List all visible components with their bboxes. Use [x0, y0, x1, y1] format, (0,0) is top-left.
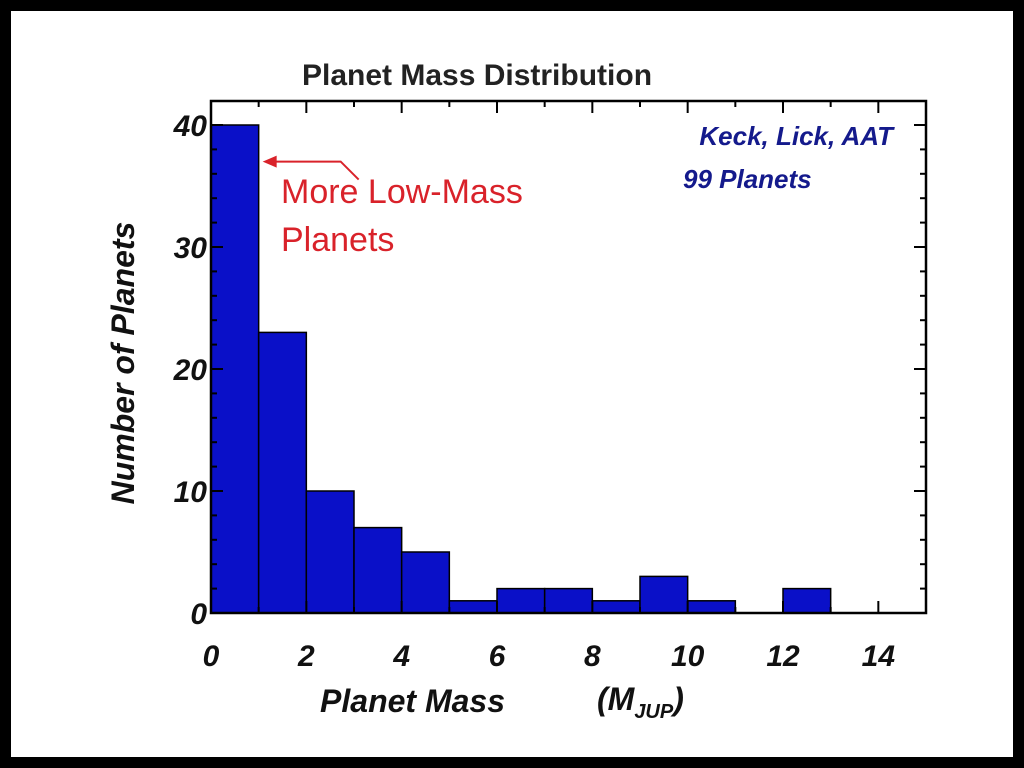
tick-labels-group: 0 2 4 6 8 10 12 14 0 10 20 30 40 [173, 110, 896, 673]
histogram-bar [257, 331, 308, 614]
legend-planet-count: 99 Planets [683, 164, 812, 194]
y-axis-label: Number of Planets [105, 222, 141, 505]
histogram-bar [496, 587, 546, 614]
slide: Planet Mass Distribution 0 2 4 6 8 10 12 14 0 10 2… [11, 11, 1013, 757]
x-tick-label: 0 [203, 640, 220, 673]
histogram-bar [782, 587, 832, 614]
histogram-bar [591, 600, 641, 614]
x-axis-label: Planet Mass [320, 683, 505, 719]
histogram-bar [686, 600, 737, 614]
y-tick-label: 0 [190, 598, 207, 631]
x-tick-label: 6 [489, 640, 506, 673]
x-axis-unit-subscript: JUP [634, 701, 674, 723]
annotation-line2: Planets [281, 221, 394, 259]
x-tick-label: 4 [392, 640, 410, 673]
x-tick-label: 2 [297, 640, 315, 673]
x-tick-label: 14 [862, 640, 896, 673]
x-axis-unit: (MJUP) [597, 681, 684, 723]
bars-group [210, 124, 832, 614]
y-tick-label: 40 [173, 110, 208, 143]
x-tick-label: 8 [584, 640, 601, 673]
chart-title: Planet Mass Distribution [302, 59, 652, 92]
x-axis-unit-main: (M [597, 681, 636, 717]
y-tick-label: 10 [174, 476, 208, 509]
histogram-chart: Planet Mass Distribution 0 2 4 6 8 10 12 14 0 10 2… [105, 59, 928, 723]
annotation-line1: More Low-Mass [281, 173, 523, 211]
annotation-arrow [272, 160, 360, 181]
histogram-bar [448, 600, 498, 614]
y-tick-label: 30 [174, 232, 208, 265]
plot-frame [209, 99, 928, 615]
histogram-bar [305, 490, 355, 614]
histogram-bar [543, 587, 594, 614]
x-tick-label: 10 [671, 640, 705, 673]
annotation-arrowhead [262, 155, 277, 168]
x-tick-label: 12 [766, 640, 800, 673]
legend-instruments: Keck, Lick, AAT [699, 121, 895, 151]
y-tick-label: 20 [173, 354, 208, 387]
histogram-bar [400, 551, 451, 614]
x-axis-unit-close: ) [670, 681, 684, 717]
histogram-bar [639, 575, 689, 614]
histogram-bar [353, 526, 403, 614]
